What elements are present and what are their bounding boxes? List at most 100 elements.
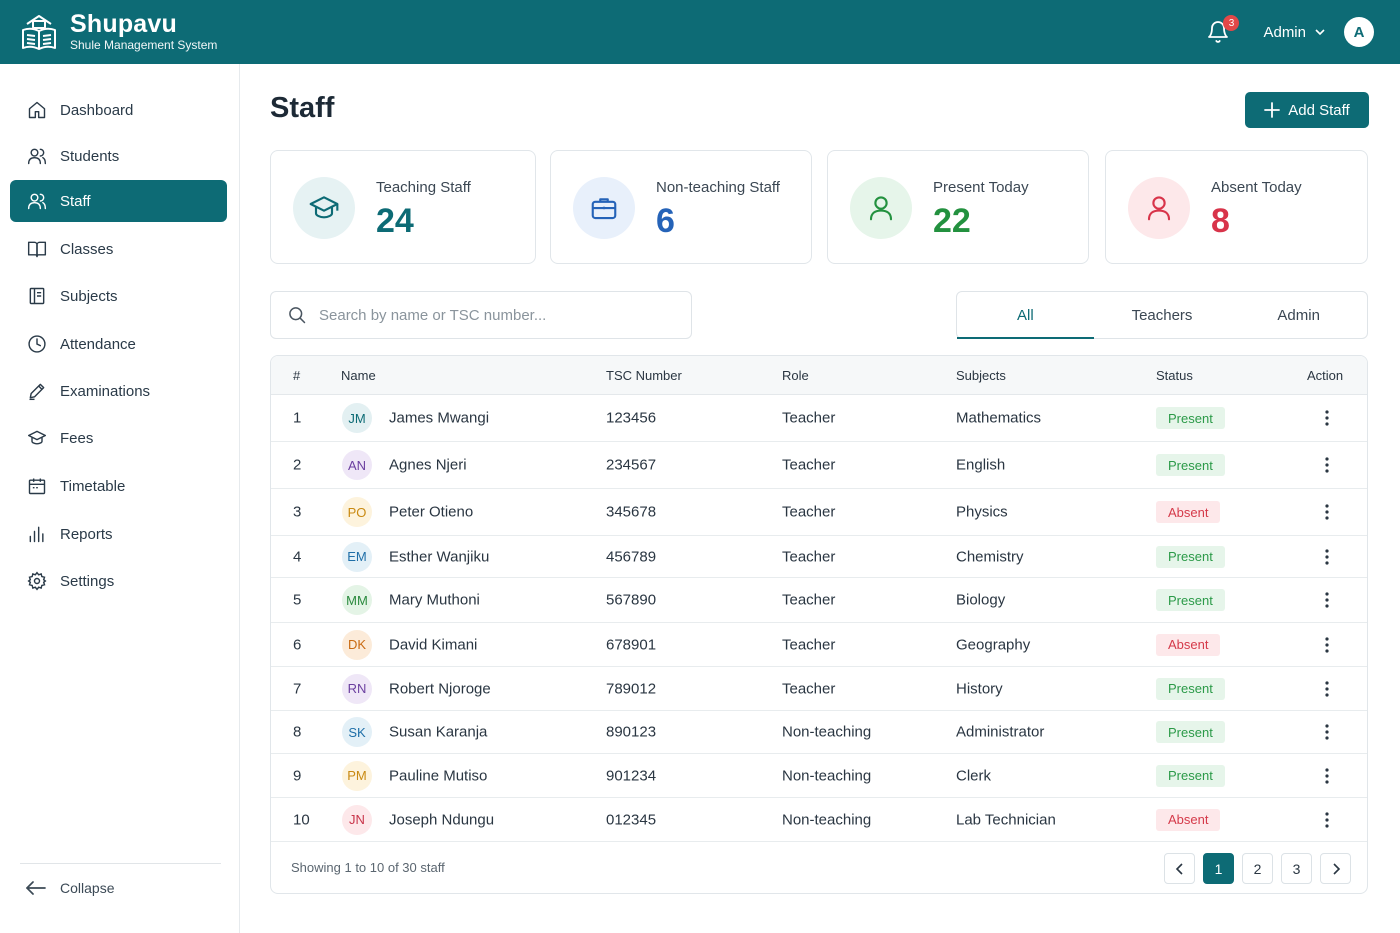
row-actions-button[interactable]: [1317, 407, 1337, 429]
user-menu[interactable]: Admin: [1263, 24, 1326, 41]
more-vertical-icon: [1325, 504, 1329, 520]
sidebar-item-attendance[interactable]: Attendance: [10, 323, 227, 365]
avatar[interactable]: A: [1344, 17, 1374, 47]
page-button[interactable]: 3: [1281, 853, 1312, 884]
sidebar: Dashboard Students Staff Classes Subject…: [0, 64, 240, 933]
row-actions-button[interactable]: [1317, 678, 1337, 700]
avatar: JM: [342, 403, 372, 433]
sidebar-item-label: Dashboard: [60, 101, 134, 119]
staff-name: Agnes Njeri: [389, 456, 467, 474]
notification-badge: 3: [1223, 15, 1240, 31]
stat-card-absent: Absent Today 8: [1105, 150, 1368, 264]
table-row[interactable]: 8 SK Susan Karanja 890123 Non-teaching Admini…: [271, 711, 1367, 754]
table-row[interactable]: 4 EM Esther Wanjiku 456789 Teacher Chemistry P…: [271, 536, 1367, 578]
table-row[interactable]: 1 JM James Mwangi 123456 Teacher Mathematics P…: [271, 395, 1367, 442]
table-row[interactable]: 5 MM Mary Muthoni 567890 Teacher Biology Prese…: [271, 578, 1367, 623]
row-actions-button[interactable]: [1317, 589, 1337, 611]
row-actions-button[interactable]: [1317, 501, 1337, 523]
staff-role: Teacher: [782, 456, 836, 474]
sidebar-item-timetable[interactable]: Timetable: [10, 465, 227, 507]
avatar: PM: [342, 760, 372, 791]
row-actions-button[interactable]: [1317, 721, 1337, 743]
more-vertical-icon: [1325, 548, 1329, 565]
row-actions-button[interactable]: [1317, 546, 1337, 568]
table-row[interactable]: 6 DK David Kimani 678901 Teacher Geography Abs…: [271, 623, 1367, 667]
column-header: TSC Number: [606, 368, 682, 383]
tab-all[interactable]: All: [957, 292, 1094, 339]
table-row[interactable]: 3 PO Peter Otieno 345678 Teacher Physics Absen…: [271, 489, 1367, 536]
sidebar-item-label: Settings: [60, 572, 115, 590]
column-header: Subjects: [956, 368, 1006, 383]
add-staff-button[interactable]: Add Staff: [1245, 92, 1369, 128]
row-actions-button[interactable]: [1317, 809, 1337, 831]
staff-name: Peter Otieno: [389, 503, 474, 521]
status-badge: Absent: [1156, 633, 1221, 656]
add-staff-label: Add Staff: [1288, 101, 1350, 119]
row-actions-button[interactable]: [1317, 454, 1337, 476]
staff-role: Teacher: [782, 503, 836, 521]
brand[interactable]: Shupavu Shule Management System: [18, 11, 217, 53]
prev-page-button[interactable]: [1164, 853, 1195, 884]
sidebar-item-classes[interactable]: Classes: [10, 228, 227, 270]
sidebar-item-label: Attendance: [60, 335, 136, 353]
staff-subject: Biology: [956, 591, 1006, 609]
sidebar-item-settings[interactable]: Settings: [10, 560, 227, 602]
user-icon: [1128, 177, 1190, 239]
sidebar-item-label: Examinations: [60, 382, 151, 400]
bell-icon: [1208, 21, 1229, 43]
brand-name: Shupavu: [70, 10, 177, 38]
row-actions-button[interactable]: [1317, 634, 1337, 656]
page-button[interactable]: 2: [1242, 853, 1273, 884]
sidebar-item-examinations[interactable]: Examinations: [10, 370, 227, 412]
sidebar-item-staff[interactable]: Staff: [10, 180, 227, 222]
next-page-button[interactable]: [1320, 853, 1351, 884]
staff-subject: History: [956, 680, 1003, 697]
row-number: 5: [293, 591, 302, 609]
row-number: 8: [293, 723, 302, 741]
staff-subject: Administrator: [956, 723, 1045, 741]
notifications-button[interactable]: 3: [1203, 15, 1240, 47]
more-vertical-icon: [1325, 410, 1329, 426]
staff-name: James Mwangi: [389, 409, 490, 427]
collapse-button[interactable]: Collapse: [26, 880, 114, 896]
row-number: 10: [293, 811, 310, 828]
sidebar-item-label: Students: [60, 147, 120, 165]
stat-value: 24: [376, 202, 414, 240]
sidebar-item-label: Subjects: [60, 287, 118, 305]
staff-subject: Geography: [956, 636, 1031, 653]
row-actions-button[interactable]: [1317, 765, 1337, 787]
page-button[interactable]: 1: [1203, 853, 1234, 884]
sidebar-item-label: Classes: [60, 240, 114, 258]
more-vertical-icon: [1325, 680, 1329, 697]
row-number: 7: [293, 680, 302, 697]
table-row[interactable]: 9 PM Pauline Mutiso 901234 Non-teaching Clerk…: [271, 754, 1367, 798]
sidebar-item-students[interactable]: Students: [10, 135, 227, 177]
avatar: AN: [342, 450, 372, 480]
sidebar-item-reports[interactable]: Reports: [10, 513, 227, 555]
sidebar-item-fees[interactable]: Fees: [10, 417, 227, 459]
avatar: RN: [342, 673, 372, 704]
sidebar-item-dashboard[interactable]: Dashboard: [10, 89, 227, 131]
stat-label: Teaching Staff: [376, 179, 471, 196]
staff-name: David Kimani: [389, 636, 478, 653]
staff-subject: Lab Technician: [956, 811, 1056, 828]
table-row[interactable]: 10 JN Joseph Ndungu 012345 Non-teaching Lab T…: [271, 798, 1367, 842]
tsc-number: 345678: [606, 503, 657, 521]
search-input[interactable]: [319, 306, 679, 324]
stat-value: 8: [1211, 202, 1230, 240]
book-open-icon: [26, 238, 48, 260]
tab-admin[interactable]: Admin: [1277, 306, 1320, 324]
tsc-number: 567890: [606, 591, 657, 609]
calendar-icon: [26, 475, 48, 497]
staff-role: Teacher: [782, 591, 836, 609]
tsc-number: 234567: [606, 456, 657, 474]
staff-name: Susan Karanja: [389, 723, 488, 741]
chevron-right-icon: [1332, 862, 1340, 875]
table-row[interactable]: 7 RN Robert Njoroge 789012 Teacher History Pre…: [271, 667, 1367, 711]
status-badge: Present: [1156, 589, 1225, 611]
sidebar-item-subjects[interactable]: Subjects: [10, 275, 227, 317]
table-row[interactable]: 2 AN Agnes Njeri 234567 Teacher English Presen…: [271, 442, 1367, 489]
avatar: SK: [342, 717, 372, 747]
tab-teachers[interactable]: Teachers: [1131, 306, 1193, 324]
row-number: 4: [293, 548, 302, 565]
